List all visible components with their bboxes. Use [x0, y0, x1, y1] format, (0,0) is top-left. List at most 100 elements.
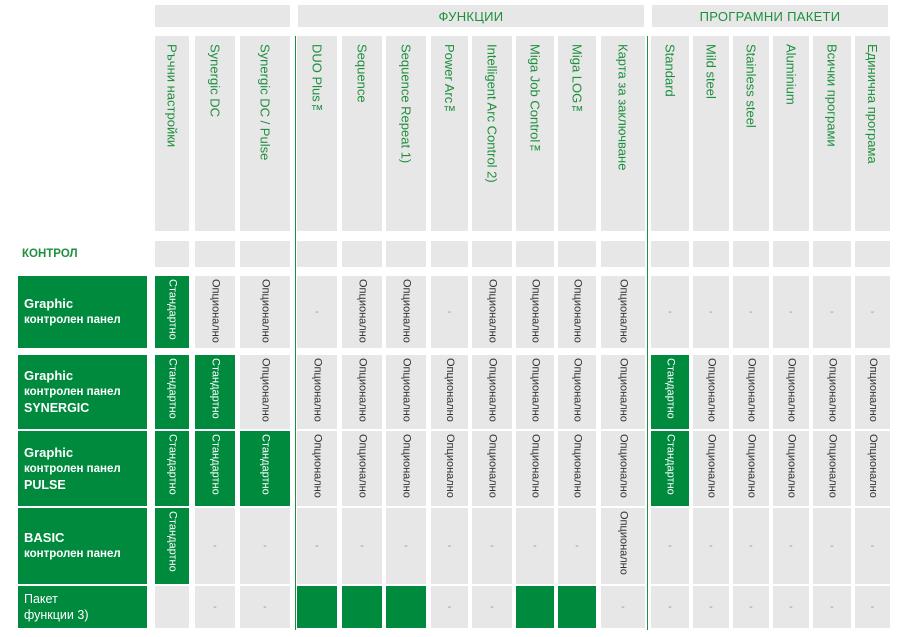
cell-value: Опционално: [444, 434, 456, 498]
cell-value: -: [789, 601, 793, 613]
row-label-line: контролен панел: [24, 386, 121, 398]
control-row-cell: [472, 241, 512, 267]
cell-value: Опционално: [400, 279, 413, 343]
cell-value: Опционално: [259, 279, 272, 343]
column-header: Aluminium: [773, 36, 809, 231]
cell-optional: Опционално: [342, 276, 382, 348]
cell-value: -: [263, 540, 267, 552]
cell-none: -: [386, 508, 426, 584]
cell-none: -: [773, 508, 809, 584]
cell-standard: Стандартно: [155, 276, 189, 348]
cell-value: Опционално: [571, 434, 584, 498]
cell-optional: Опционално: [733, 431, 769, 506]
control-row-cell: [195, 241, 235, 267]
column-header: Sequence: [342, 36, 382, 231]
cell-value: Опционално: [486, 358, 499, 422]
cell-value: Опционално: [571, 279, 584, 343]
control-label-text: КОНТРОЛ: [22, 248, 78, 260]
section-header-packages: ПРОГРАМНИ ПАКЕТИ: [652, 5, 888, 27]
blank-header-cell: [155, 5, 290, 27]
cell-optional: Опционално: [386, 276, 426, 348]
row-label-line: контролен панел: [24, 314, 121, 326]
cell-standard: Стандартно: [155, 431, 189, 506]
cell-none: -: [297, 508, 337, 584]
cell-value: -: [749, 540, 753, 552]
cell-value: -: [830, 601, 834, 613]
cell-optional: Опционално: [516, 276, 554, 348]
column-header: Synergic DC: [195, 36, 235, 231]
cell-none: -: [733, 586, 769, 628]
column-header-label: Всички програми: [824, 44, 840, 147]
cell-value: Опционално: [705, 434, 718, 498]
cell-standard: Стандартно: [195, 355, 235, 429]
cell-none: -: [297, 276, 337, 348]
column-header: Единична програма: [855, 36, 890, 231]
cell-none: -: [472, 586, 512, 628]
cell-none: -: [773, 586, 809, 628]
cell-value: Опционално: [867, 358, 879, 422]
cell-value: -: [830, 306, 834, 318]
column-header-label: Ръчни настройки: [164, 44, 180, 148]
control-row-cell: [342, 241, 382, 267]
row-label-line: SYNERGIC: [24, 401, 90, 415]
cell-included: [558, 586, 596, 628]
cell-empty: [155, 586, 189, 628]
cell-none: -: [813, 276, 851, 348]
cell-none: -: [558, 508, 596, 584]
cell-value: Опционално: [705, 358, 718, 422]
cell-value: -: [709, 601, 713, 613]
cell-value: -: [709, 540, 713, 552]
cell-optional: Опционално: [342, 431, 382, 506]
cell-value: Опционално: [617, 279, 630, 343]
cell-included: [516, 586, 554, 628]
cell-value: Стандартно: [664, 434, 677, 495]
cell-none: -: [855, 508, 890, 584]
cell-value: Опционално: [400, 358, 413, 422]
column-header-label: Единична програма: [865, 44, 880, 164]
cell-value: Стандартно: [209, 358, 222, 419]
cell-optional: Опционално: [472, 355, 512, 429]
row-label: Graphic контролен панел PULSE: [18, 431, 147, 506]
cell-standard: Стандартно: [195, 431, 235, 506]
cell-value: -: [870, 601, 875, 613]
cell-none: -: [472, 508, 512, 584]
row-label: BASIC контролен панел: [18, 508, 147, 584]
cell-standard: Стандартно: [240, 431, 290, 506]
section-divider: [295, 36, 296, 630]
cell-value: Опционално: [356, 434, 369, 498]
cell-optional: Опционално: [195, 276, 235, 348]
column-header: Standard: [651, 36, 689, 231]
cell-value: Стандартно: [259, 434, 272, 495]
column-header-label: Sequence Repeat 1): [398, 44, 414, 164]
cell-none: -: [693, 508, 729, 584]
cell-standard: Стандартно: [651, 355, 689, 429]
cell-none: -: [651, 276, 689, 348]
column-header: Всички програми: [813, 36, 851, 231]
control-row-cell: [601, 241, 645, 267]
cell-value: -: [575, 540, 579, 552]
column-header: Ръчни настройки: [155, 36, 189, 231]
cell-optional: Опционално: [386, 355, 426, 429]
control-row-cell: [855, 241, 890, 267]
cell-none: -: [855, 276, 890, 348]
column-header-label: Карта за заключване: [615, 44, 631, 171]
row-label-line: Graphic: [24, 296, 74, 311]
cell-optional: Опционално: [297, 431, 337, 506]
cell-value: -: [621, 601, 625, 613]
cell-optional: Опционално: [693, 355, 729, 429]
row-label-line: PULSE: [24, 477, 66, 492]
cell-value: Опционално: [867, 434, 879, 498]
cell-none: -: [855, 586, 890, 628]
cell-standard: Стандартно: [155, 508, 189, 584]
cell-optional: Опционално: [601, 355, 645, 429]
control-row-cell: [733, 241, 769, 267]
control-row-cell: [651, 241, 689, 267]
cell-value: -: [870, 540, 875, 552]
cell-value: -: [830, 540, 834, 552]
control-row-cell: [386, 241, 426, 267]
cell-value: Опционално: [444, 358, 456, 422]
row-label-line: Пакет: [24, 592, 58, 606]
cell-value: Опционално: [529, 358, 542, 422]
cell-optional: Опционално: [855, 355, 890, 429]
cell-value: Опционално: [617, 434, 630, 498]
